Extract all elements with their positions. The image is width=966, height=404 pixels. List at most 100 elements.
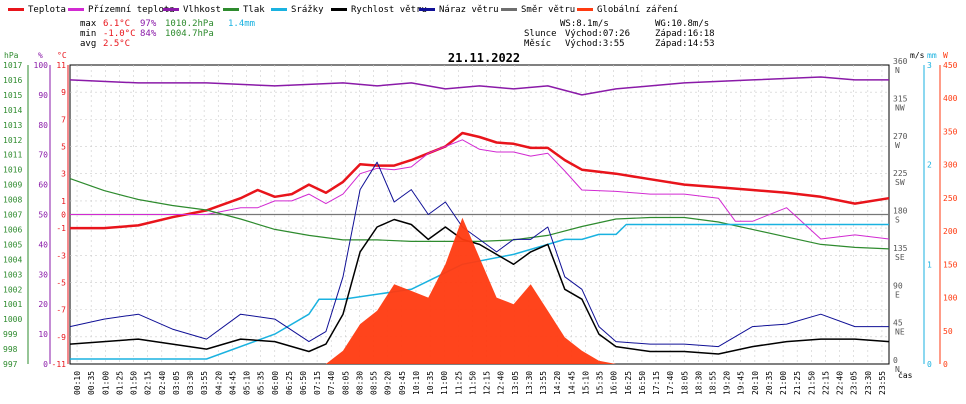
axis-temp-tick-9: 5 (61, 143, 66, 152)
series-line-7 (69, 161, 889, 348)
axis-temp-tick-10: 7 (61, 115, 66, 124)
axis-hpa-tick-14: 1011 (3, 151, 22, 160)
x-tick-43: 18:05 (680, 371, 689, 395)
legend-label-4: Tlak (243, 5, 265, 15)
axis-temp-tick-3: -5 (56, 278, 66, 287)
axis-wind-dir-3: SE (895, 253, 905, 262)
x-tick-46: 19:20 (723, 371, 732, 395)
axis-rad-tick-6: 300 (943, 161, 958, 170)
x-tick-29: 12:15 (483, 371, 492, 395)
axis-wind-dir-2: E (895, 290, 900, 299)
axis-humidity-tick-9: 90 (38, 91, 48, 100)
x-tick-55: 23:05 (850, 371, 859, 395)
axis-hpa-tick-18: 1015 (3, 91, 22, 100)
x-tick-28: 11:50 (468, 371, 477, 395)
legend-label-7: Náraz větru (439, 5, 499, 15)
stat-max-rain: 1.4mm (228, 19, 255, 29)
axis-humidity-tick-6: 60 (38, 181, 48, 190)
x-tick-18: 07:40 (327, 371, 336, 395)
axis-hpa-tick-11: 1008 (3, 196, 22, 205)
axis-rain-unit: mm (927, 51, 937, 60)
x-tick-42: 17:40 (666, 371, 675, 395)
series-line-2 (70, 139, 890, 240)
x-tick-37: 15:35 (596, 371, 605, 395)
x-tick-33: 13:55 (539, 371, 548, 395)
axis-hpa-tick-15: 1012 (3, 136, 22, 145)
x-tick-31: 13:05 (511, 371, 520, 395)
stat-moonrise: Východ:3:55 (565, 39, 625, 49)
x-tick-11: 04:45 (228, 371, 237, 395)
legend-label-3: Vlhkost (183, 5, 221, 15)
x-tick-7: 03:05 (172, 371, 181, 395)
axis-wind-tick-0: 0 (893, 356, 898, 365)
axis-temp-tick-2: -7 (56, 306, 66, 315)
series-line-3 (69, 76, 889, 96)
stat-avg-temp: 2.5°C (103, 39, 130, 49)
axis-humidity-tick-3: 30 (38, 270, 48, 279)
x-tick-25: 10:35 (426, 371, 435, 395)
axis-wind-unit: m/s (910, 51, 925, 60)
axis-humidity-tick-2: 20 (38, 300, 48, 309)
axis-hpa-tick-5: 1002 (3, 285, 22, 294)
axis-wind-tick-1: 45 (893, 319, 903, 328)
x-tick-48: 20:10 (751, 371, 760, 395)
x-tick-5: 02:15 (144, 371, 153, 395)
x-tick-26: 11:00 (440, 371, 449, 395)
x-tick-27: 11:25 (454, 371, 463, 395)
axis-wind-dir-7: NW (895, 103, 905, 112)
series-line-4 (69, 178, 890, 250)
series-radiation-area (325, 217, 616, 364)
chart-title: 21.11.2022 (448, 51, 520, 65)
axis-rain-tick-0: 0 (927, 360, 932, 369)
axis-temp-tick-7: 1 (61, 197, 66, 206)
x-tick-40: 16:50 (638, 371, 647, 395)
legend-swatch-2 (68, 8, 84, 11)
axis-hpa-tick-3: 1000 (3, 315, 22, 324)
stat-moonset: Západ:14:53 (655, 39, 715, 49)
stat-min-pressure: 1004.7hPa (165, 29, 214, 39)
x-tick-41: 17:15 (652, 371, 661, 395)
legend-label-5: Srážky (291, 5, 324, 15)
legend-swatch-9 (577, 8, 593, 11)
x-tick-51: 21:25 (793, 371, 802, 395)
x-tick-2: 01:00 (101, 371, 110, 395)
legend-swatch-1 (8, 8, 24, 11)
x-tick-14: 06:00 (271, 371, 280, 395)
x-axis-label: čas (898, 370, 913, 380)
axis-rain-tick-3: 3 (927, 61, 932, 70)
x-tick-17: 07:15 (313, 371, 322, 395)
axis-wind-tick-2: 90 (893, 281, 903, 290)
axis-hpa-tick-8: 1005 (3, 240, 22, 249)
x-tick-38: 16:00 (610, 371, 619, 395)
axis-humidity-tick-10: 100 (34, 61, 49, 70)
x-tick-56: 23:30 (864, 371, 873, 395)
axis-hpa-tick-16: 1013 (3, 121, 22, 130)
x-tick-6: 02:40 (158, 371, 167, 395)
legend-label-2: Přízemní teplota (88, 5, 175, 15)
stat-sun-label: Slunce (524, 29, 557, 39)
x-tick-54: 22:40 (836, 371, 845, 395)
axis-humidity-tick-1: 10 (38, 330, 48, 339)
axis-hpa-tick-10: 1007 (3, 211, 22, 220)
axis-rad-tick-3: 150 (943, 260, 958, 269)
stat-moon-label: Měsíc (524, 39, 551, 49)
axis-temp-tick-11: 9 (61, 88, 66, 97)
x-tick-3: 01:25 (115, 371, 124, 395)
axis-wind-tick-8: 360 (893, 57, 908, 66)
axis-hpa-tick-2: 999 (3, 330, 18, 339)
axis-wind-tick-3: 135 (893, 244, 908, 253)
axis-rad-tick-1: 50 (943, 327, 953, 336)
axis-rad-tick-5: 250 (943, 194, 958, 203)
stat-sunrise: Východ:07:26 (565, 29, 630, 39)
legend-swatch-7 (419, 8, 435, 11)
axis-hpa-tick-19: 1016 (3, 76, 22, 85)
axis-temp-tick-0: -11 (52, 360, 67, 369)
axis-wind-tick-5: 225 (893, 169, 908, 178)
x-tick-45: 18:55 (708, 371, 717, 395)
x-tick-16: 06:50 (299, 371, 308, 395)
axis-hpa-tick-12: 1009 (3, 181, 22, 190)
stat-max-humidity: 97% (140, 19, 157, 29)
x-tick-57: 23:55 (878, 371, 887, 395)
x-tick-20: 08:30 (355, 371, 364, 395)
x-tick-8: 03:30 (186, 371, 195, 395)
